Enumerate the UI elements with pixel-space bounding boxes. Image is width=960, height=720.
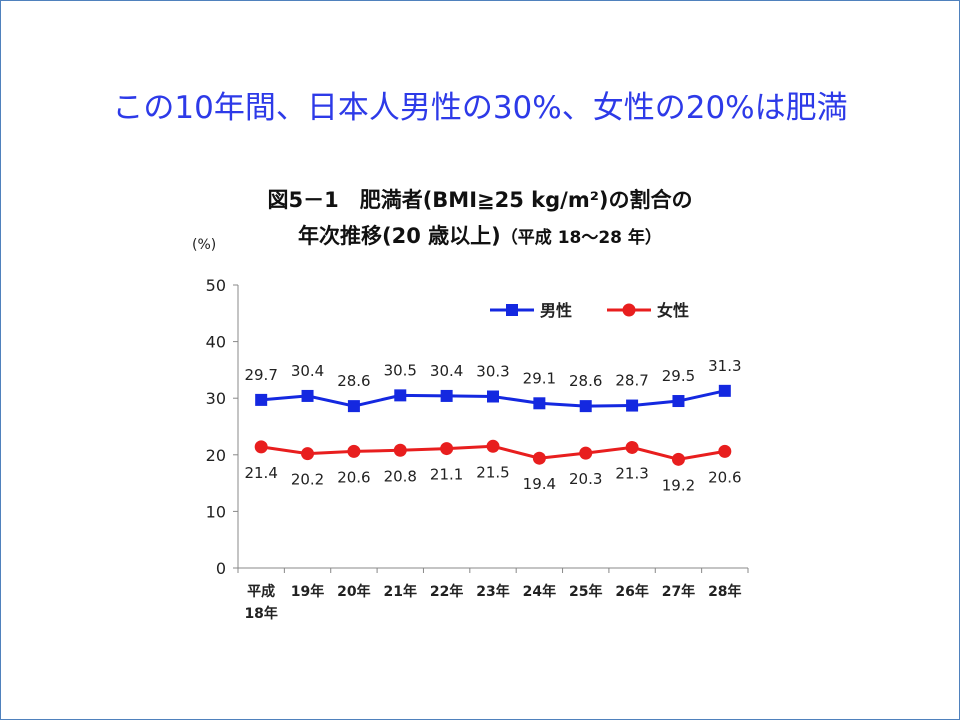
x-tick-label: 28年 bbox=[708, 583, 741, 600]
y-axis-unit: (%) bbox=[192, 237, 217, 253]
legend-label: 男性 bbox=[540, 301, 572, 320]
data-point-male bbox=[579, 400, 592, 413]
x-tick-label: 27年 bbox=[662, 583, 695, 600]
data-point-female bbox=[625, 440, 639, 454]
x-tick-label: 21年 bbox=[384, 583, 417, 600]
data-point-female bbox=[440, 442, 454, 456]
data-point-male bbox=[533, 397, 546, 410]
legend-marker-square bbox=[506, 304, 518, 316]
data-label: 21.5 bbox=[476, 463, 509, 481]
data-point-female bbox=[579, 446, 593, 460]
x-tick-label: 24年 bbox=[523, 583, 556, 600]
data-label: 20.6 bbox=[337, 468, 370, 486]
data-label: 30.4 bbox=[430, 362, 463, 380]
y-tick-label: 20 bbox=[206, 446, 226, 465]
x-tick-label: 22年 bbox=[430, 583, 463, 600]
data-label: 20.3 bbox=[569, 470, 602, 488]
data-point-female bbox=[718, 444, 732, 458]
chart-title-line2: 年次推移(20 歳以上)（平成 18～28 年） bbox=[150, 218, 810, 256]
data-point-female bbox=[671, 452, 685, 466]
data-point-female bbox=[393, 443, 407, 457]
slide-title: この10年間、日本人男性の30%、女性の20%は肥満 bbox=[112, 90, 848, 126]
data-point-male bbox=[718, 384, 731, 397]
x-tick-label: 26年 bbox=[615, 583, 648, 600]
data-label: 30.4 bbox=[291, 362, 324, 380]
y-tick-label: 0 bbox=[216, 559, 226, 578]
y-tick-label: 40 bbox=[206, 333, 226, 352]
data-point-female bbox=[347, 444, 361, 458]
data-label: 21.1 bbox=[430, 466, 463, 484]
data-label: 19.4 bbox=[523, 475, 556, 493]
chart-title-main: 年次推移(20 歳以上) bbox=[298, 224, 501, 248]
x-tick-label: 平成 bbox=[247, 583, 275, 600]
data-point-male bbox=[626, 399, 639, 412]
x-tick-label: 20年 bbox=[337, 583, 370, 600]
x-tick-label: 18年 bbox=[244, 605, 277, 622]
data-label: 29.5 bbox=[662, 367, 695, 385]
data-label: 30.5 bbox=[384, 361, 417, 379]
chart-title-line1: 図5－1 肥満者(BMI≧25 kg/m²)の割合の bbox=[267, 188, 693, 212]
data-label: 19.2 bbox=[662, 476, 695, 494]
data-point-female bbox=[486, 439, 500, 453]
x-tick-label: 23年 bbox=[476, 583, 509, 600]
data-point-male bbox=[487, 390, 499, 403]
data-label: 20.8 bbox=[384, 467, 417, 485]
x-tick-label: 19年 bbox=[291, 583, 324, 600]
y-tick-label: 10 bbox=[206, 502, 226, 521]
data-label: 21.4 bbox=[244, 464, 277, 482]
data-point-male bbox=[255, 393, 268, 406]
chart-title-sub: （平成 18～28 年） bbox=[500, 228, 662, 248]
data-point-female bbox=[254, 440, 268, 454]
data-label: 29.1 bbox=[523, 369, 556, 387]
data-point-female bbox=[301, 447, 315, 461]
data-label: 28.6 bbox=[569, 372, 602, 390]
data-point-male bbox=[672, 395, 685, 408]
data-point-male bbox=[394, 389, 407, 402]
x-tick-label: 25年 bbox=[569, 583, 602, 600]
data-label: 30.3 bbox=[476, 363, 509, 381]
data-label: 28.6 bbox=[337, 372, 370, 390]
data-label: 31.3 bbox=[708, 357, 741, 375]
data-label: 21.3 bbox=[615, 464, 648, 482]
legend-marker-circle bbox=[622, 303, 636, 317]
chart-title: 図5－1 肥満者(BMI≧25 kg/m²)の割合の 年次推移(20 歳以上)（… bbox=[150, 182, 810, 256]
data-point-male bbox=[301, 389, 314, 402]
y-tick-label: 50 bbox=[206, 276, 226, 295]
data-point-female bbox=[532, 451, 546, 465]
y-tick-label: 30 bbox=[206, 389, 226, 408]
data-label: 28.7 bbox=[615, 372, 648, 390]
data-label: 29.7 bbox=[244, 366, 277, 384]
data-point-male bbox=[440, 389, 453, 402]
data-label: 20.2 bbox=[291, 471, 324, 489]
data-label: 20.6 bbox=[708, 468, 741, 486]
legend-label: 女性 bbox=[657, 301, 689, 320]
data-point-male bbox=[347, 400, 360, 413]
